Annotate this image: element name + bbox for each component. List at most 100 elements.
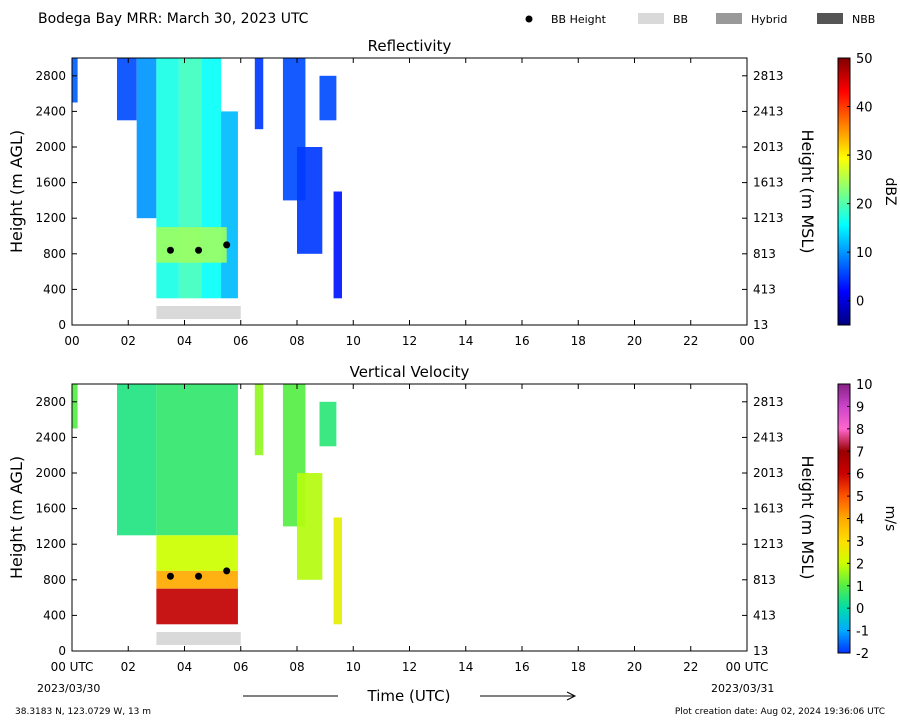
velocity-colorbar-tick-label: 7 [856, 445, 864, 460]
reflectivity-colorbar-tick-label: 20 [856, 198, 873, 213]
reflectivity-echo-cell [117, 58, 137, 121]
velocity-x-tick-label: 08 [289, 660, 304, 674]
velocity-echo-cell [156, 535, 238, 571]
reflectivity-y-tick-label: 1600 [35, 176, 66, 190]
velocity-bb-height-point [166, 572, 174, 580]
velocity-colorbar-tick-label: 4 [856, 513, 864, 528]
reflectivity-x-tick-label: 00 [64, 334, 79, 348]
velocity-x-tick-label: 00 UTC [726, 660, 769, 674]
reflectivity-y-tick-label: 800 [43, 247, 66, 261]
reflectivity-colorbar [837, 57, 851, 326]
reflectivity-x-tick-label: 14 [458, 334, 473, 348]
nbb-legend-swatch [817, 13, 843, 24]
velocity-y-tick-label-right: 2413 [753, 430, 784, 444]
reflectivity-bb-height-point [223, 241, 231, 249]
reflectivity-y-axis-label: Height (m AGL) [7, 130, 26, 253]
legend-nbb: NBB [852, 13, 875, 26]
velocity-colorbar-tick-label: 2 [856, 557, 864, 572]
header-legend: BB Height BB Hybrid NBB [525, 13, 875, 26]
velocity-colorbar-label: m/s [882, 506, 898, 532]
velocity-echo-cell [156, 384, 238, 536]
reflectivity-y-tick-label-right: 813 [753, 247, 776, 261]
velocity-colorbar-tick-label: 5 [856, 490, 864, 505]
reflectivity-echo-cell [333, 191, 342, 299]
velocity-x-tick-label: 02 [121, 660, 136, 674]
reflectivity-y-tick-label: 2000 [35, 140, 66, 154]
reflectivity-y-tick-label-right: 2013 [753, 140, 784, 154]
reflectivity-colorbar-tick-label: 50 [856, 52, 873, 67]
velocity-x-tick-label: 16 [514, 660, 529, 674]
reflectivity-x-tick-label: 16 [514, 334, 529, 348]
reflectivity-y-tick-label: 1200 [35, 211, 66, 225]
velocity-y-tick-label: 1600 [35, 502, 66, 516]
reflectivity-x-tick-label: 20 [627, 334, 642, 348]
velocity-colorbar-tick-label: 10 [856, 378, 873, 393]
reflectivity-x-tick-label: 00 [739, 334, 754, 348]
reflectivity-x-tick-label: 02 [121, 334, 136, 348]
velocity-x-tick-label: 00 UTC [51, 660, 94, 674]
end-date: 2023/03/31 [711, 682, 774, 695]
reflectivity-colorbar-tick-label: 0 [856, 295, 864, 310]
velocity-colorbar-tick-label: 3 [856, 535, 864, 550]
velocity-colorbar-tick-label: 9 [856, 400, 864, 415]
velocity-y-tick-label-right: 2813 [753, 395, 784, 409]
legend-hybrid: Hybrid [751, 13, 787, 26]
velocity-bb-height-point [195, 572, 203, 580]
velocity-y-tick-label: 2400 [35, 430, 66, 444]
velocity-x-tick-label: 06 [233, 660, 248, 674]
reflectivity-echo-cell [254, 58, 264, 130]
velocity-colorbar-tick-label: 0 [856, 602, 864, 617]
velocity-x-tick-label: 20 [627, 660, 642, 674]
reflectivity-y-tick-label-right: 413 [753, 282, 776, 296]
velocity-x-tick-label: 04 [177, 660, 192, 674]
reflectivity-x-tick-label: 18 [571, 334, 586, 348]
velocity-y-tick-label-right: 413 [753, 608, 776, 622]
reflectivity-bb-bar [156, 306, 241, 319]
reflectivity-y-tick-label: 2800 [35, 69, 66, 83]
velocity-y-tick-label-right: 1213 [753, 537, 784, 551]
velocity-echo-cell [319, 401, 337, 447]
reflectivity-x-tick-label: 10 [346, 334, 361, 348]
velocity-echo-cell [156, 588, 238, 625]
velocity-x-tick-label: 10 [346, 660, 361, 674]
velocity-echo-cell [254, 384, 264, 456]
reflectivity-x-tick-label: 08 [289, 334, 304, 348]
velocity-y-tick-label: 2800 [35, 395, 66, 409]
reflectivity-y-tick-label-right: 1213 [753, 211, 784, 225]
velocity-y-tick-label: 1200 [35, 537, 66, 551]
velocity-y-tick-label-right: 813 [753, 573, 776, 587]
velocity-colorbar-tick-label: -1 [856, 625, 869, 640]
time-axis-label: Time (UTC) [367, 687, 451, 705]
velocity-colorbar-tick-label: 6 [856, 468, 864, 483]
bb-legend-swatch [638, 13, 664, 24]
velocity-echo-cell [333, 517, 342, 625]
legend-bb-height: BB Height [551, 13, 607, 26]
reflectivity-bb-height-point [195, 246, 203, 254]
velocity-y-tick-label: 800 [43, 573, 66, 587]
velocity-y-axis-label: Height (m AGL) [7, 456, 26, 579]
reflectivity-y-tick-label-right: 2813 [753, 69, 784, 83]
velocity-y-tick-label: 2000 [35, 466, 66, 480]
velocity-colorbar-tick-label: 1 [856, 580, 864, 595]
time-arrow-head [566, 691, 577, 701]
velocity-x-tick-label: 22 [683, 660, 698, 674]
reflectivity-y-tick-label-right: 13 [753, 318, 768, 332]
reflectivity-x-tick-label: 06 [233, 334, 248, 348]
velocity-echo-cell [156, 570, 238, 589]
velocity-x-tick-label: 14 [458, 660, 473, 674]
velocity-y-axis-label-right: Height (m MSL) [798, 455, 817, 579]
reflectivity-y-tick-label-right: 2413 [753, 104, 784, 118]
velocity-x-tick-label: 12 [402, 660, 417, 674]
velocity-bb-bar [156, 632, 241, 645]
velocity-colorbar-tick-label: -2 [856, 647, 869, 662]
reflectivity-colorbar-tick-label: 40 [856, 101, 873, 116]
reflectivity-y-tick-label: 0 [58, 318, 66, 332]
velocity-y-tick-label: 0 [58, 644, 66, 658]
velocity-y-tick-label-right: 1613 [753, 502, 784, 516]
velocity-echo-cell [297, 473, 323, 580]
velocity-x-tick-label: 18 [571, 660, 586, 674]
reflectivity-y-tick-label: 400 [43, 282, 66, 296]
figure-title: Bodega Bay MRR: March 30, 2023 UTC [38, 11, 309, 27]
reflectivity-echo-cell [221, 111, 238, 299]
